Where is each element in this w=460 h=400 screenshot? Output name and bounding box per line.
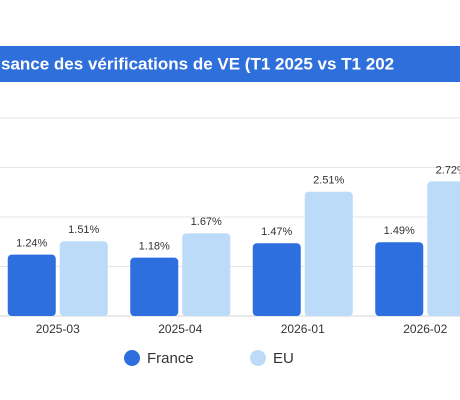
x-tick-label: 2026-02 <box>403 322 447 336</box>
chart-title: sance des vérifications de VE (T1 2025 v… <box>1 54 394 73</box>
value-label: 2.72% <box>436 164 460 176</box>
bar <box>427 181 460 316</box>
legend-label: EU <box>273 350 294 367</box>
bar <box>59 241 108 316</box>
value-label: 2.51% <box>313 175 344 187</box>
bar <box>304 191 353 316</box>
legend-swatch <box>124 350 140 366</box>
legend-swatch <box>250 350 266 366</box>
bar <box>7 254 56 316</box>
x-tick-label: 2025-03 <box>36 322 80 336</box>
x-tick-label: 2026-01 <box>281 322 325 336</box>
title-bar <box>0 46 460 82</box>
value-label: 1.47% <box>261 226 292 238</box>
value-label: 1.49% <box>384 225 415 237</box>
bar <box>375 242 424 316</box>
value-label: 1.18% <box>139 240 170 252</box>
legend-label: France <box>147 350 194 367</box>
bar <box>182 233 231 316</box>
value-label: 1.24% <box>16 238 47 250</box>
bar <box>252 243 301 316</box>
bar <box>130 257 179 316</box>
value-label: 1.51% <box>68 224 99 236</box>
x-tick-label: 2025-04 <box>158 322 202 336</box>
value-label: 1.67% <box>191 216 222 228</box>
